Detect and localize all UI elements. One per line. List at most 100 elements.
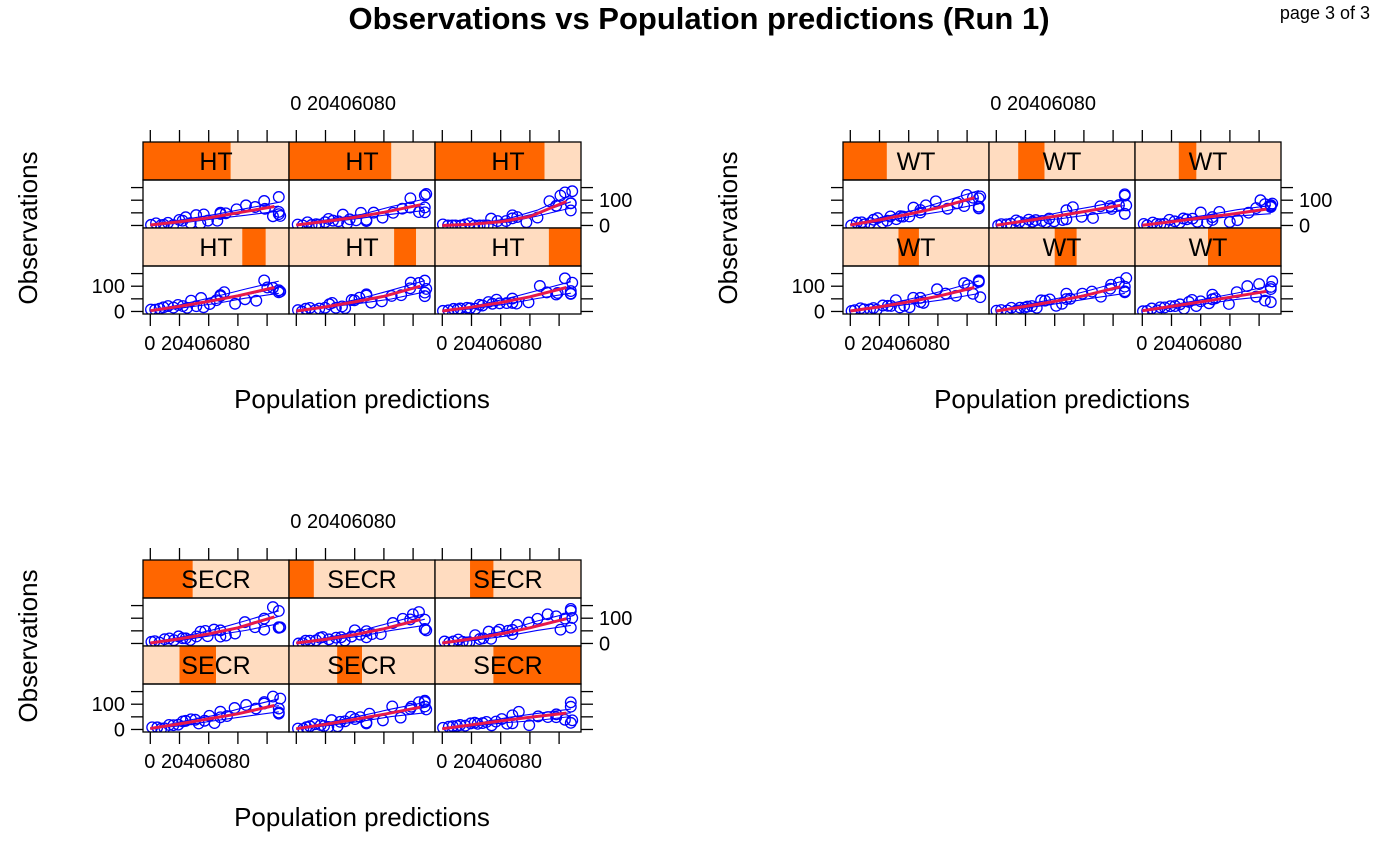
- strip-shade: [1178, 142, 1197, 180]
- panel-secr-4: SECR: [142, 645, 290, 733]
- smooth-line: [150, 615, 275, 645]
- panel-frame: [434, 683, 582, 733]
- strip-label: HT: [491, 234, 524, 262]
- y-tick-label-left: 100: [792, 276, 825, 298]
- strip-label: SECR: [327, 652, 396, 680]
- smooth-line: [442, 711, 567, 731]
- y-axis-label: Observations: [13, 569, 43, 722]
- plot-area: [291, 188, 433, 228]
- observation-point: [1223, 216, 1236, 228]
- observation-point: [272, 707, 285, 720]
- panel-wt-1: WT: [842, 141, 990, 229]
- observation-point: [184, 217, 197, 228]
- observation-point: [420, 624, 433, 637]
- observation-point: [266, 690, 279, 703]
- y-tick-label-right: 100: [1299, 190, 1332, 212]
- block-ht: HT HT HT HT HT HT 0 20406080 0 20406080 0 204060…: [13, 93, 632, 414]
- observation-point: [1264, 199, 1277, 211]
- observation-point: [958, 277, 971, 290]
- observation-point: [228, 702, 241, 714]
- observation-point: [240, 699, 253, 711]
- x-tick-labels-bottom: 0 20406080: [436, 333, 542, 355]
- panel-ht-3: HT: [434, 141, 582, 229]
- observation-point: [1253, 278, 1266, 291]
- panel-frame: [434, 265, 582, 315]
- strip-label: HT: [491, 148, 524, 176]
- panel-secr-1: SECR: [142, 559, 290, 647]
- observation-point: [418, 206, 431, 219]
- observation-point: [533, 280, 546, 292]
- strip-background: [1135, 142, 1281, 180]
- strip-shade: [435, 142, 545, 180]
- strip-label: SECR: [327, 566, 396, 594]
- panel-frame: [1134, 265, 1282, 315]
- strip-label: SECR: [181, 566, 250, 594]
- observation-point: [274, 692, 287, 705]
- strip-label: HT: [199, 234, 232, 262]
- y-tick-label-right: 0: [1299, 215, 1310, 237]
- panel-secr-5: SECR: [288, 645, 436, 733]
- plot-area: [438, 602, 579, 646]
- strip-shade: [289, 142, 392, 180]
- observation-point: [523, 719, 536, 732]
- panel-secr-3: SECR: [434, 559, 582, 647]
- observation-point: [566, 611, 579, 624]
- strip-shade: [898, 228, 919, 266]
- observation-point: [907, 291, 920, 304]
- panel-ht-6: HT: [434, 227, 582, 315]
- observation-point: [395, 289, 408, 302]
- observation-point: [376, 714, 389, 727]
- plot-area: [845, 189, 987, 228]
- observation-point: [1266, 275, 1279, 288]
- individual-profile-line: [442, 207, 571, 226]
- plot-area: [146, 690, 287, 732]
- y-tick-label-left: 0: [814, 301, 825, 323]
- observation-point: [870, 303, 883, 314]
- panel-wt-2: WT: [988, 141, 1136, 229]
- strip-shade: [493, 646, 581, 684]
- strip-shade: [470, 560, 494, 598]
- plot-area: [145, 274, 287, 314]
- observation-point: [420, 282, 433, 295]
- observation-point: [929, 195, 942, 208]
- strip-label: HT: [199, 148, 232, 176]
- panel-wt-4: WT: [842, 227, 990, 315]
- y-tick-label-right: 100: [599, 190, 632, 212]
- panel-wt-5: WT: [988, 227, 1136, 315]
- smooth-line: [296, 618, 421, 645]
- strip-label: WT: [897, 234, 936, 262]
- y-tick-label-right: 0: [599, 633, 610, 655]
- panel-ht-2: HT: [288, 141, 436, 229]
- strip-background: [435, 560, 581, 598]
- strip-shade: [289, 560, 314, 598]
- strip-label: SECR: [473, 652, 542, 680]
- observation-point: [272, 191, 285, 203]
- strip-shade: [548, 228, 581, 266]
- observation-point: [463, 636, 476, 646]
- observation-point: [229, 297, 242, 310]
- observation-point: [412, 606, 425, 618]
- observation-point: [366, 628, 378, 641]
- observation-point: [541, 608, 554, 621]
- strip-shade: [1018, 142, 1045, 180]
- plot-area: [990, 272, 1133, 314]
- observation-point: [394, 711, 407, 724]
- x-tick-labels-bottom: 0 20406080: [436, 751, 542, 773]
- observation-point: [566, 714, 579, 727]
- y-tick-label-left: 0: [114, 719, 125, 741]
- strip-label: WT: [1189, 148, 1228, 176]
- observation-point: [1087, 212, 1099, 224]
- y-tick-label-left: 100: [92, 694, 125, 716]
- plot-area: [437, 272, 579, 314]
- panel-wt-6: WT: [1134, 227, 1282, 315]
- strip-shade: [242, 228, 266, 266]
- observation-point: [274, 285, 287, 298]
- y-axis-label: Observations: [13, 151, 43, 304]
- observation-point: [418, 189, 431, 202]
- block-secr: SECR SECR SECR SECR SECR SECR 0 20406080 0 2040…: [13, 511, 632, 832]
- observation-point: [972, 202, 985, 215]
- observation-point: [564, 716, 577, 729]
- strip-shade: [1054, 228, 1077, 266]
- strip-label: HT: [345, 148, 378, 176]
